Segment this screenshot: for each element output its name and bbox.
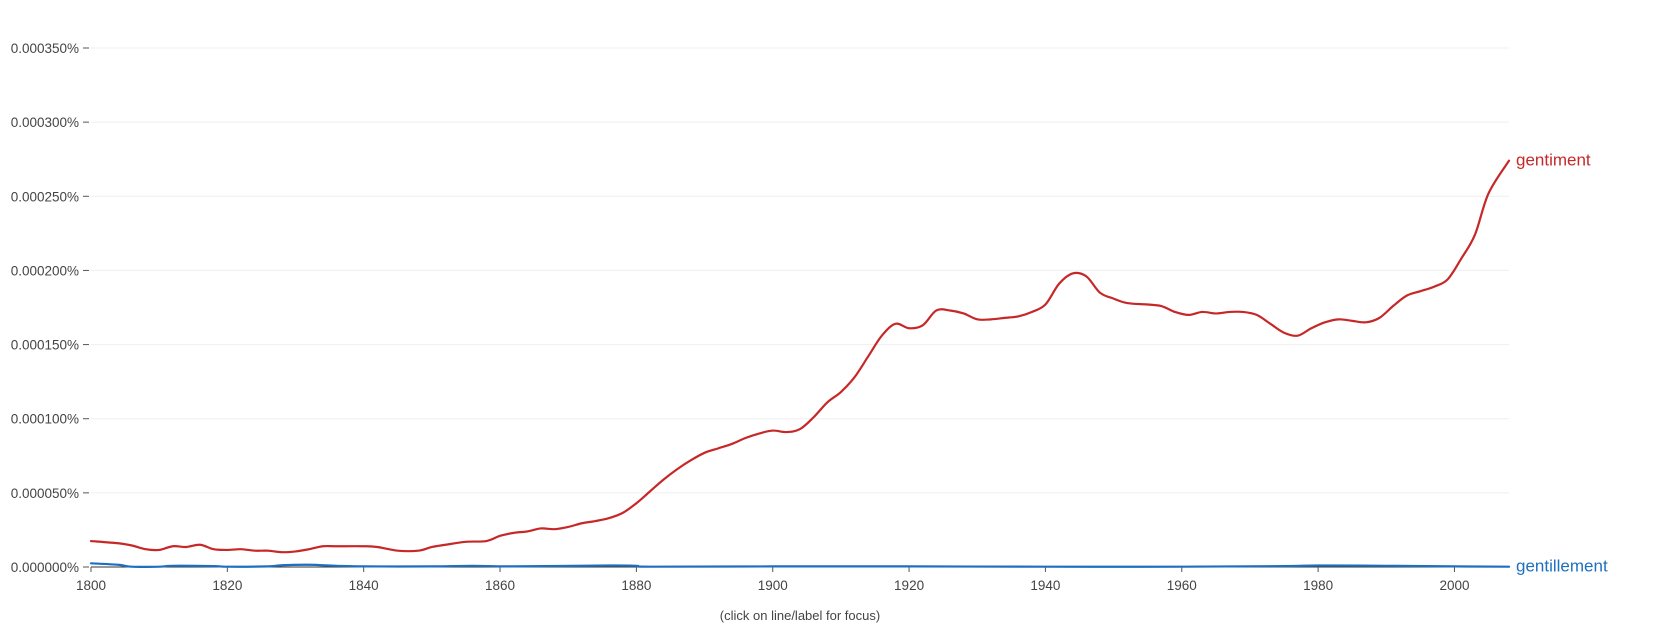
x-tick-label: 1920 [894,578,924,593]
y-tick-label: 0.000150% [11,338,79,353]
x-tick-label: 2000 [1439,578,1469,593]
x-tick-label: 1800 [76,578,106,593]
gridlines [91,47,1509,494]
series-labels[interactable]: gentiment gentillement [1516,151,1608,576]
x-tick-label: 1820 [212,578,242,593]
y-axis: 0.000000% 0.000050% 0.000100% 0.000150% 0.00… [11,41,89,575]
y-tick-label: 0.000300% [11,115,79,130]
x-tick-label: 1860 [485,578,515,593]
y-tick-label: 0.000000% [11,560,79,575]
y-tick-label: 0.000250% [11,189,79,204]
x-tick-label: 1940 [1030,578,1060,593]
series-label-gentillement[interactable]: gentillement [1516,557,1608,576]
series-line-gentiment[interactable] [89,159,1511,554]
y-tick-label: 0.000050% [11,486,79,501]
y-tick-label: 0.000350% [11,41,79,56]
series-label-gentiment[interactable]: gentiment [1516,151,1591,170]
x-tick-label: 1900 [758,578,788,593]
series-line-gentillement[interactable] [89,562,1511,568]
y-tick-label: 0.000100% [11,412,79,427]
chart-caption: (click on line/label for focus) [720,608,880,623]
y-tick-label: 0.000200% [11,263,79,278]
series-lines[interactable] [89,159,1511,568]
x-tick-label: 1840 [349,578,379,593]
x-axis: 1800 1820 1840 1860 1880 1900 1920 1940 1960 1980… [76,566,1509,593]
x-tick-label: 1960 [1167,578,1197,593]
x-tick-label: 1880 [621,578,651,593]
x-tick-label: 1980 [1303,578,1333,593]
